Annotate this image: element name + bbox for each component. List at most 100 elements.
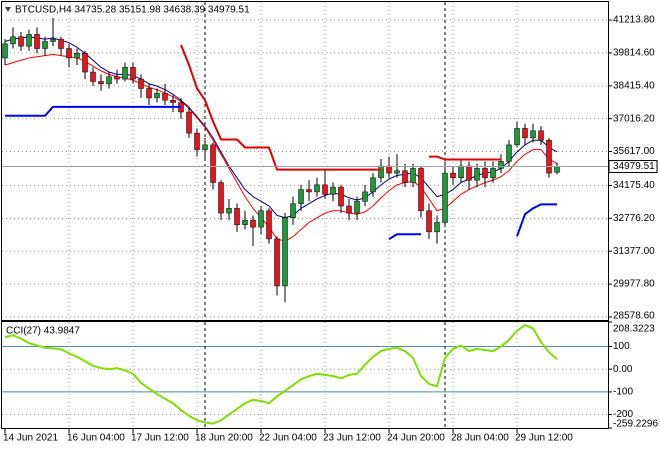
x-tick-label: 16 Jun 04:00 (67, 433, 125, 444)
candle-body (210, 144, 216, 183)
x-tick-label: 23 Jun 12:00 (323, 433, 381, 444)
candle-body (274, 238, 280, 287)
x-tick-label: 17 Jun 12:00 (131, 433, 189, 444)
stop-line (388, 233, 421, 241)
x-tick-label: 28 Jun 04:00 (451, 433, 509, 444)
candle-body (50, 38, 56, 42)
candle-body (114, 76, 120, 80)
symbol-icon (5, 7, 11, 12)
candle-body (434, 222, 440, 233)
last-price-box (608, 160, 658, 174)
stop-line (516, 203, 557, 237)
candle-body (498, 161, 504, 169)
candle-body (538, 130, 544, 141)
axis-layer: 41213.80 39814.60 38415.40 37016.20 35617.00… (3, 15, 658, 444)
y-tick-label: -100 (613, 387, 633, 398)
candle-body (330, 186, 336, 195)
candle-body (74, 52, 80, 59)
y-tick-label: 41213.80 (613, 15, 655, 26)
y-tick-label: 39814.60 (613, 48, 655, 59)
candle-body (354, 201, 360, 214)
y-tick-label: 34175.40 (613, 180, 655, 191)
candle-body (90, 71, 96, 82)
candle-body (218, 182, 224, 214)
candle-body (234, 208, 240, 226)
candle-body (146, 88, 152, 99)
indicator-panel-frame (1, 321, 609, 429)
candle-body (282, 217, 288, 287)
y-tick-label: 0.00 (613, 364, 633, 375)
candle-body (466, 165, 472, 181)
candle-body (458, 165, 464, 179)
candle-body (442, 172, 448, 223)
x-tick-label: 29 Jun 12:00 (515, 433, 573, 444)
stop-line (429, 155, 501, 161)
candle-body (346, 205, 352, 214)
candle-body (394, 170, 400, 174)
candle-body (138, 78, 144, 89)
candle-body (250, 219, 256, 228)
candle-body (154, 92, 160, 99)
candle-body (170, 99, 176, 103)
candle-body (26, 34, 32, 47)
candle-body (298, 189, 304, 204)
y-tick-label: 35617.00 (613, 146, 655, 157)
candle-body (226, 208, 232, 214)
candle-body (314, 184, 320, 193)
x-tick-label: 14 Jun 2021 (3, 433, 58, 444)
candle-body (450, 172, 456, 179)
y-tick-label: 28578.60 (613, 311, 655, 322)
y-tick-label: 208.3223 (613, 324, 655, 335)
cci-line (4, 324, 558, 425)
candle-body (290, 203, 296, 219)
candle-body (306, 189, 312, 193)
candle-body (106, 76, 112, 85)
stop-line (180, 44, 381, 171)
candle-body (122, 67, 128, 80)
x-tick-label: 18 Jun 20:00 (195, 433, 253, 444)
candle-body (482, 168, 488, 179)
candle-body (202, 144, 208, 150)
candle-body (490, 168, 496, 179)
candle-body (242, 219, 248, 226)
candle-body (418, 168, 424, 211)
candle-body (186, 111, 192, 134)
candle-body (322, 184, 328, 195)
candle-body (546, 139, 552, 174)
candle-body (362, 191, 368, 202)
candle-body (18, 36, 24, 47)
candle-body (2, 43, 8, 59)
y-tick-label: -259.2296 (613, 419, 658, 430)
candle-body (506, 144, 512, 162)
x-tick-label: 22 Jun 04:00 (259, 433, 317, 444)
marks-layer (2, 17, 608, 425)
candle-body (42, 41, 48, 49)
y-tick-label: 29977.80 (613, 279, 655, 290)
x-tick-label: 24 Jun 20:00 (387, 433, 445, 444)
y-tick-label: 38415.40 (613, 80, 655, 91)
y-tick-label: 31377.00 (613, 246, 655, 257)
candle-body (370, 177, 376, 193)
y-tick-label: 32776.20 (613, 213, 655, 224)
last-price-label: 34979.51 (613, 161, 655, 172)
candle-body (10, 36, 16, 45)
candle-body (258, 210, 264, 228)
candle-body (530, 130, 536, 139)
candle-body (554, 166, 560, 173)
candle-body (410, 168, 416, 183)
candle-body (378, 165, 384, 179)
candle-body (130, 67, 136, 80)
candle-body (162, 92, 168, 101)
candle-body (522, 128, 528, 139)
candle-body (338, 186, 344, 207)
candle-body (402, 170, 408, 183)
candle-body (194, 132, 200, 150)
candle-body (58, 38, 64, 49)
candle-body (266, 210, 272, 240)
candle-body (514, 128, 520, 146)
grid-layer (2, 2, 608, 428)
candle-body (34, 34, 40, 49)
